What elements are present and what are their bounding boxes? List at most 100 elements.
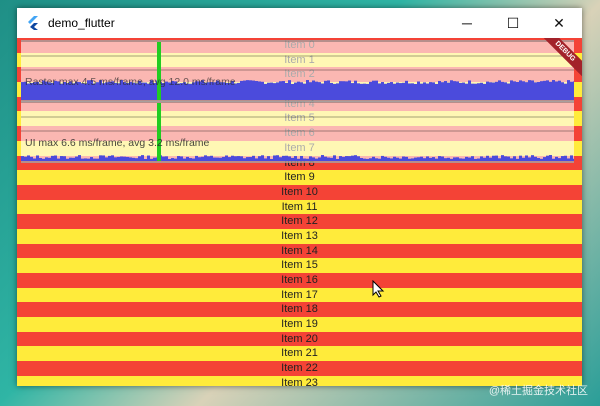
frame-bar [264, 158, 267, 161]
frame-bar [228, 157, 231, 161]
frame-bar [114, 157, 117, 161]
list-item[interactable]: Item 23 [17, 375, 582, 386]
frame-bar [384, 83, 387, 100]
frame-bar [339, 156, 342, 161]
frame-bar [363, 158, 366, 161]
frame-bar [324, 80, 327, 100]
ui-stats-label: UI max 6.6 ms/frame, avg 3.2 ms/frame [25, 137, 210, 149]
frame-bar [54, 80, 57, 100]
frame-bar [516, 158, 519, 161]
frame-bar [267, 82, 270, 100]
list-item[interactable]: Item 17 [17, 287, 582, 303]
list-item[interactable]: Item 16 [17, 273, 582, 288]
frame-bar [246, 157, 249, 161]
frame-bar [474, 83, 477, 100]
frame-bar [99, 80, 102, 100]
frame-bar [537, 158, 540, 161]
title-bar[interactable]: demo_flutter ─ ☐ ✕ [17, 8, 582, 38]
list-item[interactable]: Item 15 [17, 258, 582, 273]
list-item[interactable]: Item 10 [17, 184, 582, 200]
frame-bar [342, 81, 345, 100]
frame-bar [534, 82, 537, 100]
frame-bar [120, 80, 123, 100]
frame-bar [54, 155, 57, 161]
frame-bar [486, 81, 489, 100]
list-item[interactable]: Item 22 [17, 361, 582, 376]
list-item[interactable]: Item 18 [17, 302, 582, 318]
frame-bar [165, 156, 168, 161]
frame-bar [189, 158, 192, 161]
frame-bar [492, 82, 495, 100]
maximize-button[interactable]: ☐ [506, 14, 520, 31]
frame-bar [450, 80, 453, 100]
frame-bar [234, 83, 237, 100]
frame-bar [411, 158, 414, 161]
frame-bar [126, 83, 129, 100]
frame-bar [144, 158, 147, 161]
frame-bar [330, 82, 333, 100]
frame-bar [456, 81, 459, 100]
frame-bar [423, 158, 426, 161]
frame-bar [426, 156, 429, 161]
frame-bar [519, 80, 522, 100]
frame-bar [243, 80, 246, 100]
frame-bar [255, 81, 258, 100]
frame-bar [555, 156, 558, 161]
frame-bar [42, 158, 45, 161]
frame-bar [288, 80, 291, 100]
frame-bar [246, 80, 249, 100]
list-item[interactable]: Item 20 [17, 331, 582, 347]
list-item[interactable]: Item 12 [17, 214, 582, 229]
frame-bar [27, 83, 30, 100]
list-item[interactable]: Item 14 [17, 243, 582, 259]
frame-bar [411, 83, 414, 100]
frame-bar [420, 156, 423, 161]
list-item[interactable]: Item 19 [17, 317, 582, 332]
close-button[interactable]: ✕ [553, 14, 565, 31]
frame-bar [258, 81, 261, 100]
frame-bar [480, 156, 483, 161]
frame-bar [204, 155, 207, 161]
frame-bar [132, 157, 135, 161]
frame-bar [219, 82, 222, 100]
raster-performance-overlay [21, 40, 574, 102]
list-item[interactable]: Item 9 [17, 170, 582, 185]
frame-bar [546, 155, 549, 161]
frame-bar [81, 158, 84, 161]
frame-bar [429, 82, 432, 100]
frame-bar [402, 156, 405, 161]
frame-bar [375, 80, 378, 100]
frame-bar [240, 80, 243, 100]
frame-bar [417, 81, 420, 100]
frame-bar [525, 155, 528, 161]
frame-bar [63, 156, 66, 161]
frame-bar [315, 81, 318, 100]
minimize-button[interactable]: ─ [462, 15, 472, 31]
frame-bar [468, 80, 471, 100]
frame-bar [369, 158, 372, 161]
list-item[interactable]: Item 11 [17, 199, 582, 215]
frame-bar [555, 81, 558, 100]
frame-bar [207, 156, 210, 161]
frame-bar [321, 155, 324, 161]
frame-bar [291, 83, 294, 100]
frame-bar [528, 80, 531, 100]
frame-bar [372, 80, 375, 100]
frame-bar [306, 158, 309, 161]
frame-bar [237, 156, 240, 161]
frame-bar [186, 83, 189, 100]
list-item[interactable]: Item 21 [17, 346, 582, 362]
frame-bar [372, 156, 375, 161]
window-controls: ─ ☐ ✕ [444, 8, 582, 38]
frame-bar [486, 155, 489, 161]
frame-bar [252, 155, 255, 161]
frame-bar [270, 158, 273, 161]
list-item[interactable]: Item 13 [17, 228, 582, 244]
frame-bar [39, 157, 42, 161]
frame-bar [261, 155, 264, 161]
window-title: demo_flutter [48, 16, 115, 30]
frame-bar [258, 156, 261, 161]
frame-bar [498, 158, 501, 161]
frame-bar [228, 83, 231, 100]
